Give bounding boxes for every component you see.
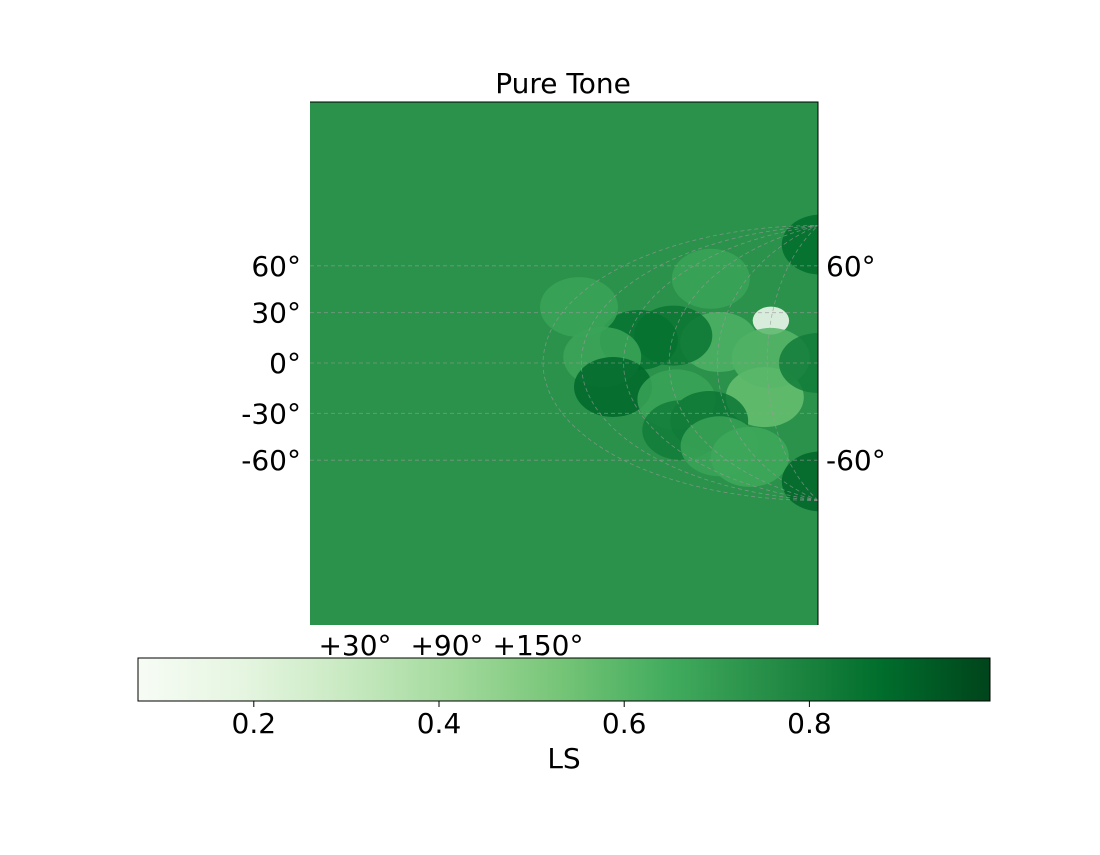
- map-feature-13: [671, 248, 750, 309]
- longitude-label: +30°: [318, 629, 391, 662]
- map-gridlines: [310, 225, 818, 501]
- chart-title: Pure Tone: [495, 67, 631, 100]
- colorbar-tick-label: 0.4: [417, 707, 462, 740]
- latitude-label-left: -30°: [241, 397, 301, 430]
- map-boundary: [310, 101, 819, 625]
- map-feature-14: [540, 277, 618, 338]
- latitude-label-left: 30°: [251, 297, 301, 330]
- map-features: [540, 214, 818, 512]
- longitude-label: +150°: [493, 629, 584, 662]
- latitude-label-left: -60°: [241, 444, 301, 477]
- latitude-label-left: 0°: [269, 347, 301, 380]
- meridian-gridline: [623, 225, 818, 501]
- map-feature-16: [781, 214, 818, 275]
- latitude-labels-left: 60° 30° 0° -30° -60°: [241, 250, 301, 477]
- longitude-label: +90°: [410, 629, 483, 662]
- colorbar-tick-label: 0.8: [787, 707, 832, 740]
- sky-map: [310, 102, 818, 625]
- map-feature-15: [781, 451, 818, 512]
- map-feature-17: [779, 333, 818, 393]
- longitude-labels: +30° +90° +150°: [318, 629, 583, 662]
- colorbar-ticks: 0.2 0.4 0.6 0.8: [232, 701, 832, 740]
- map-feature-12: [710, 426, 789, 487]
- latitude-label-right: -60°: [826, 444, 886, 477]
- latitude-labels-right: 60° -60°: [826, 250, 886, 477]
- map-feature-0: [752, 306, 790, 335]
- colorbar: [137, 657, 991, 702]
- colorbar-tick-label: 0.6: [602, 707, 647, 740]
- latitude-label-right: 60°: [826, 250, 876, 283]
- meridian-gridline: [580, 225, 818, 501]
- map-feature-7: [574, 357, 652, 417]
- colorbar-tick-label: 0.2: [232, 707, 277, 740]
- colorbar-label: LS: [547, 742, 580, 775]
- latitude-label-left: 60°: [251, 250, 301, 283]
